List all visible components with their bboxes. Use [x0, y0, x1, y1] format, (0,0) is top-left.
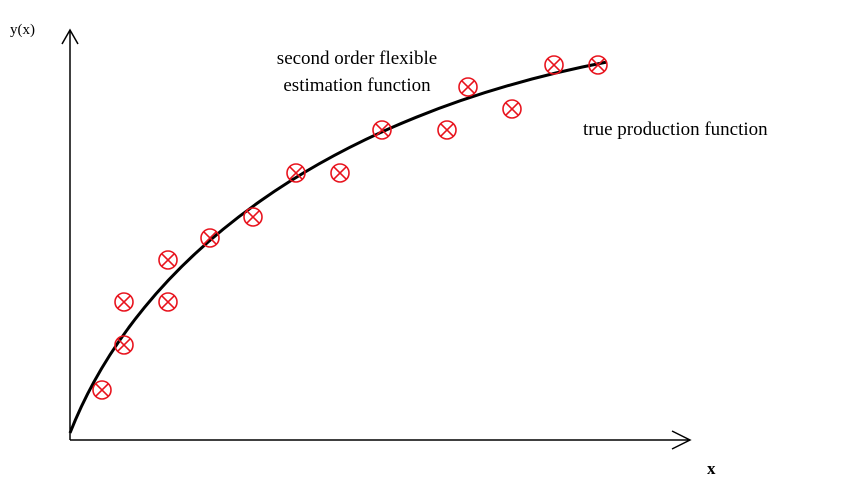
point — [158, 250, 178, 270]
point-cross — [117, 338, 131, 352]
axes — [61, 28, 692, 450]
point-cross — [161, 253, 175, 267]
point — [588, 55, 608, 75]
point-cross — [440, 123, 454, 137]
estimation-label: estimation function — [283, 75, 431, 96]
point-circle — [243, 207, 263, 227]
curve — [68, 60, 608, 434]
point — [458, 77, 478, 97]
point-circle — [158, 250, 178, 270]
point-circle — [114, 335, 134, 355]
point-cross — [505, 102, 519, 116]
point-cross — [591, 58, 605, 72]
point-cross — [95, 383, 109, 397]
point-cross — [375, 123, 389, 137]
x-arrow — [671, 430, 692, 450]
point-circle — [372, 120, 392, 140]
point-circle — [92, 380, 112, 400]
point — [243, 207, 263, 227]
point — [114, 292, 134, 312]
point — [158, 292, 178, 312]
point-circle — [588, 55, 608, 75]
point-cross — [333, 166, 347, 180]
point — [286, 163, 306, 183]
points — [92, 55, 608, 400]
point — [502, 99, 522, 119]
point-cross — [289, 166, 303, 180]
point-circle — [502, 99, 522, 119]
point — [92, 380, 112, 400]
point — [544, 55, 564, 75]
point-cross — [161, 295, 175, 309]
point — [330, 163, 350, 183]
true-function-label: true production function — [583, 119, 768, 140]
point-cross — [117, 295, 131, 309]
estimation-label: second order flexible — [277, 48, 437, 69]
point-circle — [544, 55, 564, 75]
y-label: y(x) — [10, 22, 35, 38]
point — [200, 228, 220, 248]
point-circle — [286, 163, 306, 183]
point — [114, 335, 134, 355]
x-label: x — [707, 459, 716, 477]
point-circle — [200, 228, 220, 248]
point-circle — [437, 120, 457, 140]
point-circle — [158, 292, 178, 312]
point-cross — [246, 210, 260, 224]
point — [437, 120, 457, 140]
point-cross — [547, 58, 561, 72]
point-circle — [330, 163, 350, 183]
point — [372, 120, 392, 140]
point-cross — [461, 80, 475, 94]
point-cross — [203, 231, 217, 245]
y-arrow — [61, 28, 79, 45]
point-circle — [114, 292, 134, 312]
point-circle — [458, 77, 478, 97]
